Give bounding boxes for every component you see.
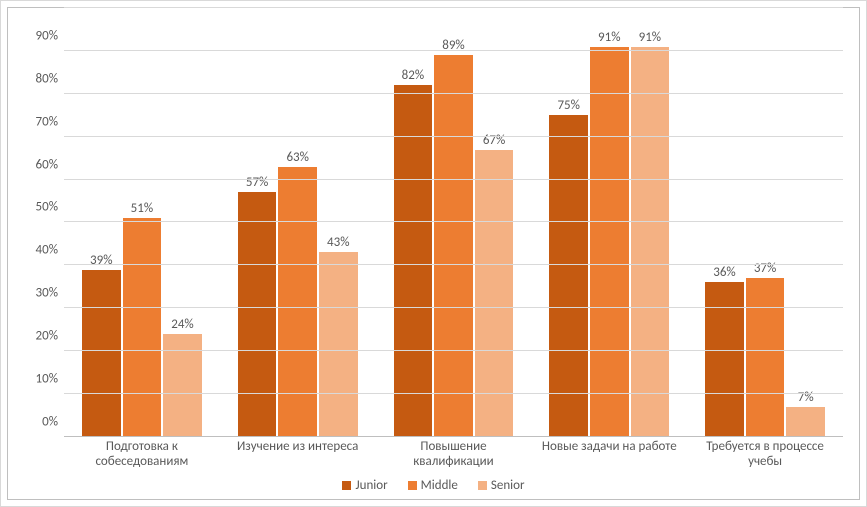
y-tick-label: 20% xyxy=(36,329,58,344)
bar-group: 57%63%43% xyxy=(220,8,376,437)
plot-area: 39%51%24%57%63%43%82%89%67%75%91%91%36%3… xyxy=(64,8,843,437)
legend-item: Middle xyxy=(408,478,458,493)
bar-value-label: 75% xyxy=(557,98,579,113)
x-axis-row: Подготовка к собеседованиямИзучение из и… xyxy=(8,437,859,470)
bar-value-label: 91% xyxy=(639,30,661,45)
bar: 37% xyxy=(746,278,785,437)
legend-swatch xyxy=(478,481,487,490)
legend-swatch xyxy=(408,481,417,490)
y-tick-label: 90% xyxy=(36,28,58,43)
bar: 63% xyxy=(278,167,317,437)
y-tick-label: 50% xyxy=(36,200,58,215)
legend-item: Senior xyxy=(478,478,525,493)
bar: 82% xyxy=(394,85,433,437)
legend-swatch xyxy=(342,481,351,490)
x-axis-line xyxy=(64,436,843,437)
legend: Junior Middle Senior xyxy=(8,470,859,499)
y-tick-label: 10% xyxy=(36,371,58,386)
bar-value-label: 36% xyxy=(713,265,735,280)
legend-label: Senior xyxy=(491,478,525,493)
y-tick-label: 40% xyxy=(36,243,58,258)
y-tick-label: 100% xyxy=(29,0,58,1)
bar-value-label: 91% xyxy=(598,30,620,45)
x-category-label: Подготовка к собеседованиям xyxy=(64,437,220,470)
bar-group: 82%89%67% xyxy=(376,8,532,437)
bar: 57% xyxy=(238,192,277,436)
bar-value-label: 89% xyxy=(442,38,464,53)
bar-value-label: 43% xyxy=(327,235,349,250)
bar: 75% xyxy=(549,115,588,437)
bar-groups: 39%51%24%57%63%43%82%89%67%75%91%91%36%3… xyxy=(64,8,843,437)
x-category-label: Требуется в процессе учебы xyxy=(687,437,843,470)
legend-item: Junior xyxy=(342,478,387,493)
gridline xyxy=(64,93,843,94)
bar-value-label: 63% xyxy=(286,150,308,165)
bar: 39% xyxy=(82,270,121,437)
chart-plot-frame: 0%10%20%30%40%50%60%70%80%90%100% 39%51%… xyxy=(7,7,860,500)
x-category-label: Изучение из интереса xyxy=(220,437,376,470)
y-tick-label: 30% xyxy=(36,286,58,301)
bar: 51% xyxy=(123,218,162,437)
bar-value-label: 24% xyxy=(171,317,193,332)
x-axis: Подготовка к собеседованиямИзучение из и… xyxy=(64,437,843,470)
gridline xyxy=(64,350,843,351)
y-tick-label: 70% xyxy=(36,114,58,129)
bar-value-label: 39% xyxy=(90,253,112,268)
y-tick-label: 0% xyxy=(42,414,58,429)
gridline xyxy=(64,136,843,137)
gridline xyxy=(64,221,843,222)
y-tick-label: 60% xyxy=(36,157,58,172)
bar-value-label: 82% xyxy=(402,68,424,83)
chart-container: 0%10%20%30%40%50%60%70%80%90%100% 39%51%… xyxy=(0,0,867,507)
plot-row: 0%10%20%30%40%50%60%70%80%90%100% 39%51%… xyxy=(8,8,859,437)
y-axis: 0%10%20%30%40%50%60%70%80%90%100% xyxy=(8,8,64,437)
bar: 43% xyxy=(319,252,358,436)
bar-group: 36%37%7% xyxy=(687,8,843,437)
gridline xyxy=(64,50,843,51)
gridline xyxy=(64,179,843,180)
bar: 91% xyxy=(631,47,670,437)
gridline xyxy=(64,7,843,8)
bar-value-label: 51% xyxy=(131,201,153,216)
bar-group: 75%91%91% xyxy=(531,8,687,437)
gridline xyxy=(64,393,843,394)
bar: 36% xyxy=(705,282,744,436)
bar: 91% xyxy=(590,47,629,437)
gridline xyxy=(64,264,843,265)
bar: 89% xyxy=(434,55,473,437)
legend-label: Junior xyxy=(355,478,387,493)
bar-group: 39%51%24% xyxy=(64,8,220,437)
legend-label: Middle xyxy=(421,478,458,493)
gridline xyxy=(64,307,843,308)
bar: 7% xyxy=(786,407,825,437)
x-category-label: Новые задачи на работе xyxy=(531,437,687,470)
y-tick-label: 80% xyxy=(36,71,58,86)
x-category-label: Повышение квалификации xyxy=(376,437,532,470)
